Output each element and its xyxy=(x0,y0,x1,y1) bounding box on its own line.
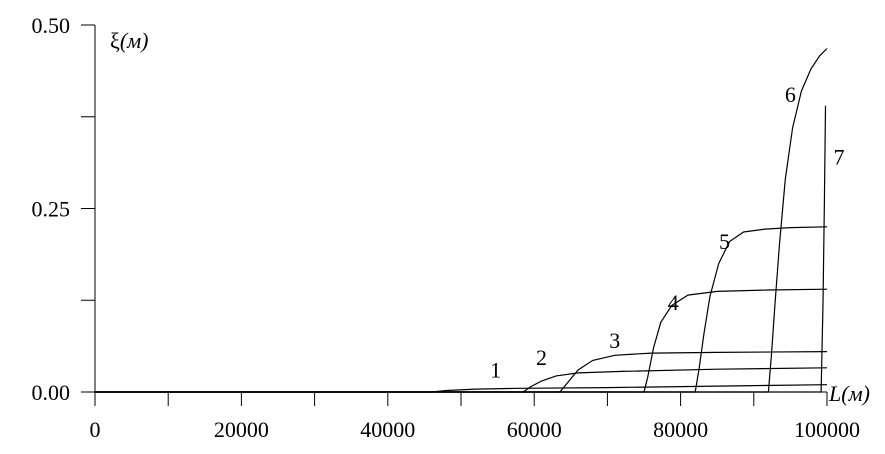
curves xyxy=(95,48,828,393)
curve-5 xyxy=(95,226,828,393)
x-tick-label: 0 xyxy=(90,417,101,442)
curve-3 xyxy=(95,351,828,393)
y-tick-label: 0.25 xyxy=(32,197,71,222)
curve-7 xyxy=(95,105,827,393)
curve-2 xyxy=(95,367,828,393)
y-axis-label: ξ(м) xyxy=(110,28,149,53)
labels: 1 2 3 4 5 6 7 xyxy=(490,82,844,382)
x-tick-label: 40000 xyxy=(360,417,415,442)
x-tick-label: 60000 xyxy=(507,417,562,442)
y-tick-label: 0.50 xyxy=(32,13,71,38)
axes: 0 20000 40000 60000 80000 100000 0.00 0.25 0.50 xyxy=(32,13,861,442)
x-tick-label: 80000 xyxy=(653,417,708,442)
curve-label-7: 7 xyxy=(834,144,845,169)
curve-label-6: 6 xyxy=(785,82,796,107)
x-tick-label: 100000 xyxy=(794,417,860,442)
curve-label-4: 4 xyxy=(668,290,679,315)
curve-label-3: 3 xyxy=(609,328,620,353)
x-tick-label: 20000 xyxy=(214,417,269,442)
y-tick-label: 0.00 xyxy=(32,380,71,405)
curve-1 xyxy=(95,384,828,393)
curve-4 xyxy=(95,288,828,393)
x-axis-label: L(м) xyxy=(828,381,870,406)
curve-label-2: 2 xyxy=(536,345,547,370)
curve-6 xyxy=(95,48,828,393)
curve-label-5: 5 xyxy=(719,229,730,254)
curve-label-1: 1 xyxy=(490,357,501,382)
